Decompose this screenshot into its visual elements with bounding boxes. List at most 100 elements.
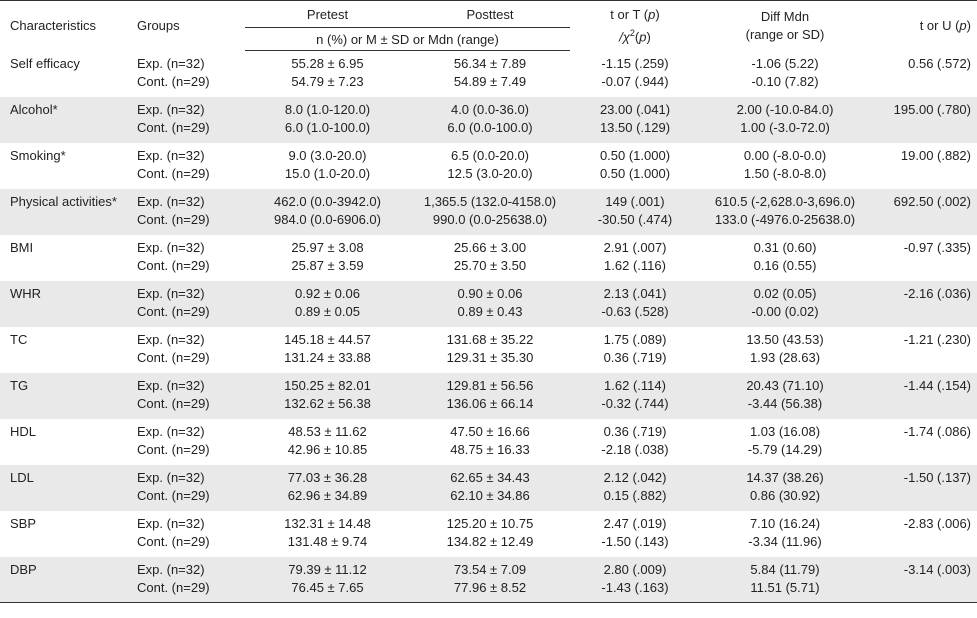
table-row: DBP Exp. (n=32) Cont. (n=29) 79.39 ± 11.1… — [0, 556, 977, 603]
table-body: Self efficacy Exp. (n=32) Cont. (n=29) 55… — [0, 51, 977, 603]
ttest-exp: 2.47 (.019) — [603, 515, 667, 531]
posttest-cont: 0.89 ± 0.43 — [457, 303, 523, 319]
pretest-exp: 9.0 (3.0-20.0) — [288, 147, 367, 163]
pretest-exp: 25.97 ± 3.08 — [291, 239, 364, 255]
ttest-exp: 2.80 (.009) — [603, 561, 667, 577]
group-exp: Exp. (n=32) — [137, 469, 205, 485]
posttest-exp: 73.54 ± 7.09 — [453, 561, 527, 577]
ttest-exp: 1.62 (.114) — [604, 377, 666, 393]
pretest-exp: 48.53 ± 11.62 — [288, 423, 367, 439]
group-exp: Exp. (n=32) — [137, 147, 205, 163]
ttest-exp: 2.13 (.041) — [603, 285, 667, 301]
tu-value: -2.83 (.006) — [903, 515, 971, 531]
ttest-cont: -30.50 (.474) — [597, 211, 673, 227]
group-exp: Exp. (n=32) — [137, 55, 205, 71]
ttest-cont: -1.50 (.143) — [601, 533, 669, 549]
tu-value: -2.16 (.036) — [903, 285, 971, 301]
group-exp: Exp. (n=32) — [137, 423, 205, 439]
posttest-exp: 4.0 (0.0-36.0) — [450, 101, 530, 117]
characteristic-label: Smoking* — [10, 147, 66, 163]
tu-value: 692.50 (.002) — [893, 193, 971, 209]
posttest-cont: 77.96 ± 8.52 — [453, 579, 527, 595]
header-posttest: Posttest — [410, 0, 570, 28]
tu-value: -1.21 (.230) — [903, 331, 971, 347]
table-header: Characteristics Groups Pretest Posttest … — [0, 0, 977, 51]
diff-cont: 0.86 (30.92) — [749, 487, 821, 503]
group-cont: Cont. (n=29) — [137, 73, 210, 89]
pretest-cont: 62.96 ± 34.89 — [287, 487, 368, 503]
header-tu-b: ) — [966, 18, 971, 34]
pretest-cont: 76.45 ± 7.65 — [291, 579, 364, 595]
posttest-cont: 25.70 ± 3.50 — [453, 257, 527, 273]
pretest-exp: 79.39 ± 11.12 — [288, 561, 367, 577]
group-cont: Cont. (n=29) — [137, 165, 210, 181]
group-cont: Cont. (n=29) — [137, 487, 210, 503]
pretest-cont: 25.87 ± 3.59 — [291, 257, 364, 273]
header-chi-sup: 2 — [629, 27, 635, 38]
pretest-exp: 145.18 ± 44.57 — [284, 331, 371, 347]
group-exp: Exp. (n=32) — [137, 331, 205, 347]
header-diff-mdn: Diff Mdn (range or SD) — [700, 1, 870, 51]
table-row: HDL Exp. (n=32) Cont. (n=29) 48.53 ± 11.6… — [0, 419, 977, 465]
header-chi-c: ) — [646, 28, 651, 44]
tu-value: -0.97 (.335) — [903, 239, 971, 255]
pretest-exp: 132.31 ± 14.48 — [284, 515, 371, 531]
header-ttest-p: p — [648, 6, 656, 22]
diff-exp: 7.10 (16.24) — [749, 515, 821, 531]
diff-cont: -5.79 (14.29) — [747, 441, 823, 457]
header-ttest-a: t or T ( — [610, 6, 649, 22]
diff-cont: 1.00 (-3.0-72.0) — [740, 119, 830, 135]
diff-cont: 133.0 (-4976.0-25638.0) — [714, 211, 856, 227]
diff-cont: 11.51 (5.71) — [750, 579, 820, 595]
posttest-exp: 56.34 ± 7.89 — [453, 56, 527, 71]
posttest-exp: 62.65 ± 34.43 — [450, 469, 530, 485]
pretest-exp: 150.25 ± 82.01 — [284, 377, 371, 393]
group-cont: Cont. (n=29) — [137, 257, 210, 273]
group-cont: Cont. (n=29) — [137, 395, 210, 411]
header-chi-p: p — [639, 28, 647, 44]
ttest-exp: 0.50 (1.000) — [599, 147, 671, 163]
table-row: TG Exp. (n=32) Cont. (n=29) 150.25 ± 82.0… — [0, 372, 977, 419]
header-t-or-T: t or T (p) /χ2(p) — [570, 1, 700, 51]
pretest-cont: 132.62 ± 56.38 — [284, 395, 371, 411]
header-characteristics: Characteristics — [10, 18, 96, 34]
table-row: Smoking* Exp. (n=32) Cont. (n=29) 9.0 (3.… — [0, 143, 977, 189]
ttest-exp: 0.36 (.719) — [603, 423, 667, 439]
header-ttest-b: ) — [655, 6, 660, 22]
tu-value: 0.56 (.572) — [908, 55, 971, 71]
group-cont: Cont. (n=29) — [137, 579, 210, 595]
group-exp: Exp. (n=32) — [137, 193, 205, 209]
pretest-cont: 131.24 ± 33.88 — [284, 349, 371, 365]
table-row: BMI Exp. (n=32) Cont. (n=29) 25.97 ± 3.08… — [0, 235, 977, 281]
header-pretest: Pretest — [245, 0, 410, 28]
ttest-cont: 1.62 (.116) — [604, 257, 666, 273]
characteristic-label: Self efficacy — [10, 55, 80, 71]
pretest-exp: 55.28 ± 6.95 — [291, 56, 364, 71]
ttest-exp: -1.15 (.259) — [601, 55, 669, 71]
table-row: Self efficacy Exp. (n=32) Cont. (n=29) 55… — [0, 51, 977, 97]
ttest-cont: 0.50 (1.000) — [599, 165, 671, 181]
diff-exp: 13.50 (43.53) — [746, 331, 824, 347]
pretest-cont: 6.0 (1.0-100.0) — [284, 119, 371, 135]
diff-cont: 1.50 (-8.0-8.0) — [743, 165, 827, 181]
posttest-exp: 131.68 ± 35.22 — [446, 331, 534, 347]
characteristic-label: WHR — [10, 285, 42, 301]
posttest-exp: 25.66 ± 3.00 — [453, 239, 527, 255]
posttest-exp: 125.20 ± 10.75 — [446, 515, 534, 531]
group-exp: Exp. (n=32) — [137, 377, 205, 393]
header-subheader: n (%) or M ± SD or Mdn (range) — [245, 27, 570, 51]
tu-value: -1.74 (.086) — [903, 423, 971, 439]
ttest-exp: 23.00 (.041) — [599, 101, 671, 117]
table-row: SBP Exp. (n=32) Cont. (n=29) 132.31 ± 14.… — [0, 511, 977, 557]
pretest-cont: 54.79 ± 7.23 — [291, 74, 364, 89]
diff-cont: -3.34 (11.96) — [748, 533, 822, 549]
pretest-cont: 0.89 ± 0.05 — [295, 303, 360, 319]
table-row: Alcohol* Exp. (n=32) Cont. (n=29) 8.0 (1.… — [0, 96, 977, 143]
ttest-exp: 1.75 (.089) — [603, 331, 667, 347]
ttest-cont: -0.32 (.744) — [601, 395, 669, 411]
group-exp: Exp. (n=32) — [137, 101, 205, 117]
group-cont: Cont. (n=29) — [137, 303, 210, 319]
ttest-cont: -2.18 (.038) — [601, 441, 669, 457]
table-row: TC Exp. (n=32) Cont. (n=29) 145.18 ± 44.5… — [0, 327, 977, 373]
posttest-exp: 47.50 ± 16.66 — [450, 423, 530, 439]
